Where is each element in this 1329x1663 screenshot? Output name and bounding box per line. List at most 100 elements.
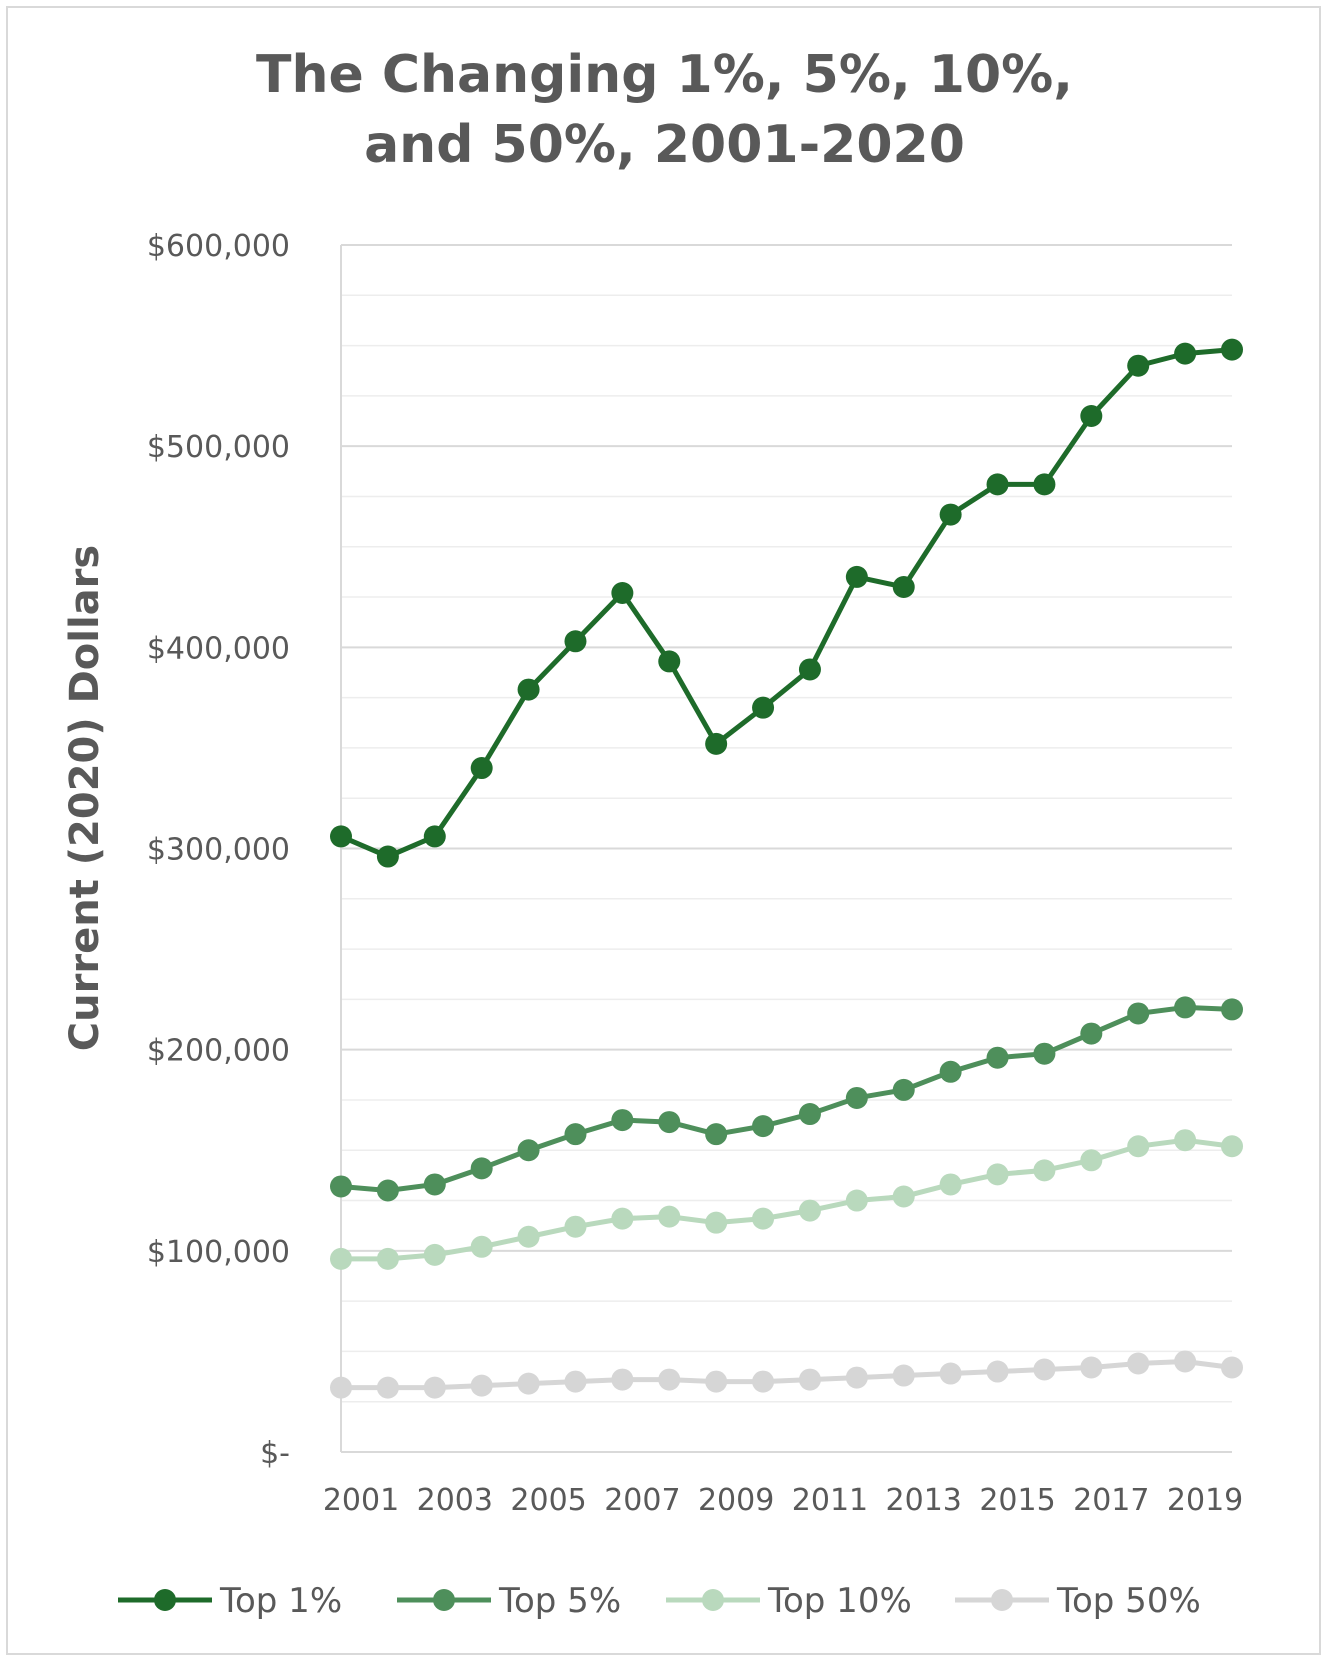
chart-title-line-1: The Changing 1%, 5%, 10%, xyxy=(255,45,1074,105)
legend-swatch-marker xyxy=(991,1589,1013,1611)
data-point xyxy=(611,1207,634,1230)
legend-label: Top 1% xyxy=(219,1581,342,1621)
legend-swatch-marker xyxy=(154,1589,176,1611)
data-point xyxy=(798,1103,821,1126)
x-tick-label: 2009 xyxy=(698,1483,774,1518)
legend-label: Top 10% xyxy=(767,1581,912,1621)
data-point xyxy=(939,1173,962,1196)
data-point xyxy=(1127,354,1150,377)
data-point xyxy=(376,1247,399,1270)
data-point xyxy=(1127,1352,1150,1375)
chart-title: The Changing 1%, 5%, 10%, and 50%, 2001-… xyxy=(0,40,1329,180)
data-point xyxy=(705,1211,728,1234)
data-point xyxy=(564,1370,587,1393)
series-top-5 xyxy=(330,996,1243,1202)
data-point xyxy=(376,1376,399,1399)
data-point xyxy=(658,1111,681,1134)
data-point xyxy=(658,1368,681,1391)
data-point xyxy=(939,503,962,526)
data-point xyxy=(1174,1350,1197,1373)
data-point xyxy=(564,630,587,653)
y-tick-label: $600,000 xyxy=(147,229,290,264)
y-tick-label: $100,000 xyxy=(147,1235,290,1270)
data-point xyxy=(470,1157,493,1180)
data-point xyxy=(470,1374,493,1397)
series-line xyxy=(340,347,1233,860)
data-point xyxy=(423,1173,446,1196)
legend: Top 1% Top 5% Top 10% Top 50% xyxy=(118,1581,1201,1621)
data-point xyxy=(517,678,540,701)
y-tick-label: $200,000 xyxy=(147,1034,290,1069)
data-point xyxy=(1033,1358,1056,1381)
y-axis-label: Current (2020) Dollars xyxy=(62,545,108,1051)
data-point xyxy=(798,658,821,681)
data-point xyxy=(330,1175,352,1198)
legend-item-top-10: Top 10% xyxy=(666,1581,912,1621)
data-point xyxy=(892,575,915,598)
data-point xyxy=(1080,1356,1103,1379)
data-point xyxy=(658,1205,681,1228)
data-point xyxy=(470,757,493,780)
data-point xyxy=(423,1243,446,1266)
x-tick-label: 2017 xyxy=(1073,1483,1149,1518)
series-group xyxy=(330,338,1243,1399)
data-point xyxy=(564,1123,587,1146)
data-point xyxy=(1127,1002,1150,1025)
series-top-50 xyxy=(330,1350,1243,1399)
data-point xyxy=(611,1109,634,1132)
data-point xyxy=(1033,1159,1056,1182)
data-point xyxy=(1080,404,1103,427)
data-point xyxy=(1080,1022,1103,1045)
data-point xyxy=(892,1364,915,1387)
data-point xyxy=(470,1235,493,1258)
data-point xyxy=(939,1060,962,1083)
x-tick-label: 2011 xyxy=(792,1483,868,1518)
data-point xyxy=(705,1123,728,1146)
data-point xyxy=(423,1376,446,1399)
data-point xyxy=(986,1360,1009,1383)
data-point xyxy=(986,1046,1009,1069)
data-point xyxy=(376,1179,399,1202)
data-point xyxy=(986,1163,1009,1186)
y-tick-label: $- xyxy=(260,1436,290,1471)
x-tick-label: 2019 xyxy=(1167,1483,1243,1518)
data-point xyxy=(517,1372,540,1395)
data-point xyxy=(705,1370,728,1393)
data-point xyxy=(330,1247,352,1270)
x-axis-ticks: 2001 2003 2005 2007 2009 2011 2013 2015 2017 2019 xyxy=(323,1483,1243,1518)
legend-swatch-marker xyxy=(433,1589,455,1611)
data-point xyxy=(798,1199,821,1222)
x-tick-label: 2001 xyxy=(323,1483,399,1518)
series-top-1 xyxy=(330,338,1243,868)
y-axis-ticks: $- $100,000 $200,000 $300,000 $400,000 $500,0… xyxy=(147,229,290,1471)
data-point xyxy=(986,473,1009,496)
data-point xyxy=(1221,338,1243,361)
data-point xyxy=(564,1215,587,1238)
x-tick-label: 2013 xyxy=(886,1483,962,1518)
y-tick-label: $400,000 xyxy=(147,631,290,666)
data-point xyxy=(611,582,634,605)
data-point xyxy=(1174,996,1197,1019)
data-point xyxy=(423,825,446,848)
data-point xyxy=(1080,1149,1103,1172)
legend-label: Top 50% xyxy=(1056,1581,1201,1621)
data-point xyxy=(1221,998,1243,1021)
series-top-10 xyxy=(330,1129,1243,1270)
data-point xyxy=(1033,1042,1056,1065)
data-point xyxy=(845,1366,868,1389)
data-point xyxy=(752,1207,775,1230)
data-point xyxy=(752,696,775,719)
data-point xyxy=(1174,342,1197,365)
data-point xyxy=(517,1225,540,1248)
data-point xyxy=(1221,1356,1243,1379)
data-point xyxy=(845,1086,868,1109)
data-point xyxy=(845,1189,868,1212)
legend-item-top-50: Top 50% xyxy=(955,1581,1201,1621)
data-point xyxy=(1174,1129,1197,1152)
data-point xyxy=(752,1115,775,1138)
data-point xyxy=(752,1370,775,1393)
data-point xyxy=(330,1376,352,1399)
data-point xyxy=(611,1368,634,1391)
x-tick-label: 2005 xyxy=(510,1483,586,1518)
